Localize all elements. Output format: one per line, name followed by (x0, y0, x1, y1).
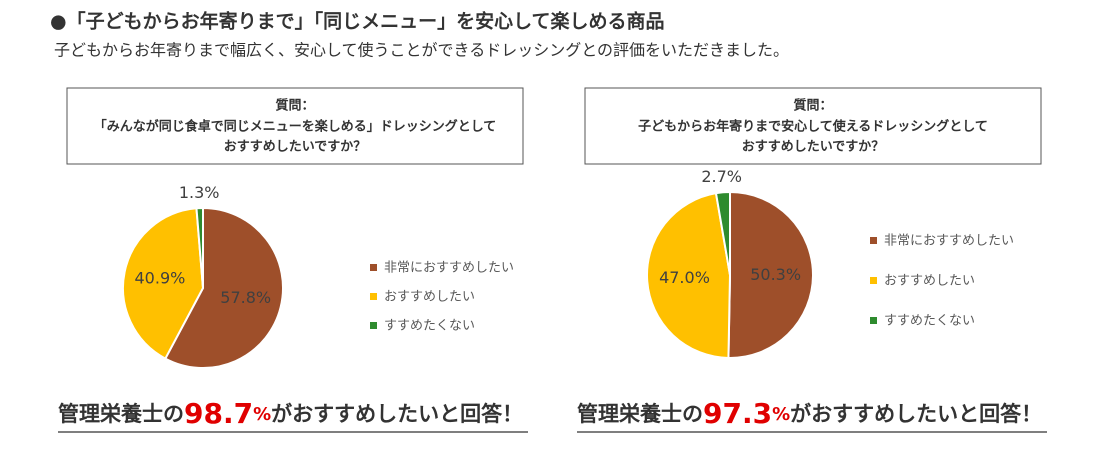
value-label: 50.3% (750, 265, 801, 284)
legend-label: 非常におすすめしたい (384, 261, 514, 276)
question-line: おすすめしたいですか？ (224, 140, 367, 155)
footer: 管理栄養士の97.3%がおすすめしたいと回答！ (577, 397, 1042, 430)
slide-subtitle: 子どもからお年寄りまで幅広く、安心して使うことができるドレッシングとの評価をいた… (54, 41, 789, 60)
value-label: 40.9% (135, 269, 186, 288)
legend-label: おすすめしたい (384, 290, 475, 305)
question-box (584, 87, 1042, 165)
question-box (66, 87, 524, 165)
value-label: 1.3% (179, 183, 220, 202)
pie-slice (122, 207, 205, 360)
legend-marker (370, 322, 377, 329)
legend-marker (370, 293, 377, 300)
pie-slice (163, 206, 284, 369)
pie-slice (195, 206, 204, 289)
pie-slice (714, 190, 731, 276)
legend-label: すすめたくない (884, 314, 975, 329)
legend-marker (370, 264, 377, 271)
legend-marker (870, 277, 877, 284)
question-title: 質問： (275, 98, 314, 114)
legend-marker (870, 237, 877, 244)
question-line: 子どもからお年寄りまで安心して使えるドレッシングとして (638, 119, 988, 135)
slide-title: ●「子どもからお年寄りまで」「同じメニュー」を安心して楽しめる商品 (50, 10, 665, 33)
pie-slice (646, 192, 732, 360)
question-line: 「みんなが同じ食卓で同じメニューを楽しめる」ドレッシングとして (94, 119, 497, 135)
pie-slice (727, 190, 814, 359)
footer: 管理栄養士の98.7%がおすすめしたいと回答！ (58, 397, 523, 430)
footer-unit: % (253, 404, 271, 425)
footer-suffix: がおすすめしたいと回答！ (271, 402, 523, 426)
footer-prefix: 管理栄養士の (58, 402, 184, 426)
value-label: 57.8% (220, 288, 271, 307)
footer-prefix: 管理栄養士の (577, 402, 703, 426)
question-line: おすすめしたいですか？ (742, 140, 885, 155)
legend-label: おすすめしたい (884, 274, 975, 289)
legend-label: 非常におすすめしたい (884, 234, 1014, 249)
footer-unit: % (772, 404, 790, 425)
question-title: 質問： (793, 98, 832, 114)
footer-suffix: がおすすめしたいと回答！ (790, 402, 1042, 426)
value-label: 47.0% (659, 268, 710, 287)
footer-value: 98.7 (184, 397, 253, 430)
footer-value: 97.3 (703, 397, 772, 430)
legend-label: すすめたくない (384, 319, 475, 334)
value-label: 2.7% (701, 167, 742, 186)
legend-marker (870, 317, 877, 324)
